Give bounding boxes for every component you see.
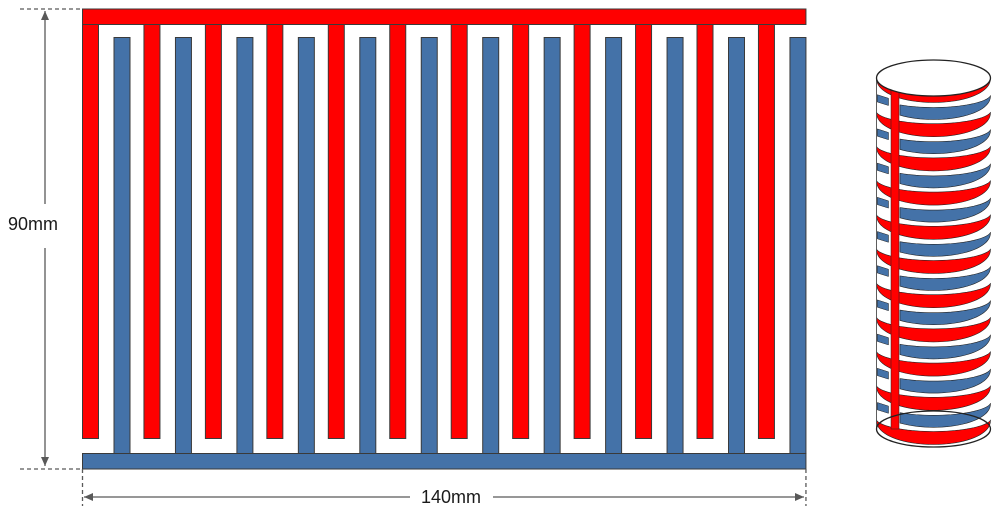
svg-text:90mm: 90mm: [8, 214, 58, 234]
svg-text:140mm: 140mm: [421, 487, 481, 507]
